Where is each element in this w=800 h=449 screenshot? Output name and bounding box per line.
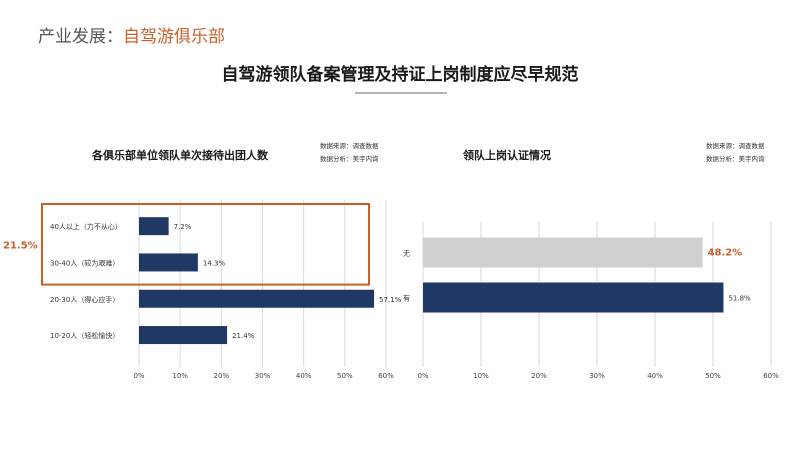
- right-tick-label: 50%: [705, 372, 721, 380]
- right-bar: [423, 237, 703, 268]
- left-chart-title: 各俱乐部单位领队单次接待出团人数: [92, 149, 268, 162]
- left-chart-source: 数据来源：调查数据 数据分析：美宇内询: [320, 140, 379, 166]
- left-tick-label: 60%: [378, 372, 394, 380]
- right-tick-label: 0%: [417, 372, 428, 380]
- left-chart-analysis-line: 数据分析：美宇内询: [320, 155, 379, 163]
- right-tick-label: 20%: [531, 372, 547, 380]
- left-bar: [139, 289, 375, 308]
- title-divider: [355, 92, 447, 94]
- right-chart-analysis-line: 数据分析：美宇内询: [706, 155, 765, 163]
- right-chart-source: 数据来源：调查数据 数据分析：美宇内询: [706, 140, 765, 166]
- left-chart-source-line: 数据来源：调查数据: [320, 142, 379, 150]
- right-chart-source-line: 数据来源：调查数据: [706, 142, 765, 150]
- left-tick-label: 10%: [172, 372, 188, 380]
- right-tick-label: 10%: [473, 372, 489, 380]
- left-bar: [139, 217, 169, 236]
- right-tick-label: 60%: [763, 372, 779, 380]
- left-category-label: 20-30人（得心应手）: [50, 295, 119, 304]
- left-tick-label: 30%: [255, 372, 271, 380]
- right-tick-label: 40%: [647, 372, 663, 380]
- right-tick-label: 30%: [589, 372, 605, 380]
- right-category-label: 无: [403, 250, 410, 258]
- right-bar: [423, 282, 724, 313]
- left-category-label: 30-40人（较为艰难）: [50, 258, 119, 267]
- right-value-label: 48.2%: [708, 248, 743, 259]
- section-header: 产业发展：自驾游俱乐部: [38, 22, 225, 47]
- left-category-label: 10-20人（轻松愉快）: [50, 331, 119, 340]
- left-value-label: 7.2%: [174, 223, 192, 231]
- left-bar: [139, 326, 228, 345]
- left-tick-label: 50%: [337, 372, 353, 380]
- left-bar: [139, 253, 198, 272]
- right-category-label: 有: [403, 294, 410, 303]
- section-header-prefix: 产业发展：: [38, 27, 123, 47]
- right-value-label: 51.8%: [728, 295, 751, 303]
- left-callout-label: 21.5%: [3, 240, 38, 251]
- left-value-label: 21.4%: [232, 332, 255, 340]
- left-category-label: 40人以上（力不从心）: [50, 222, 122, 231]
- page-title: 自驾游领队备案管理及持证上岗制度应尽早规范: [221, 65, 579, 85]
- left-tick-label: 0%: [133, 372, 144, 380]
- section-header-highlight: 自驾游俱乐部: [123, 27, 225, 47]
- left-value-label: 57.1%: [379, 296, 402, 304]
- right-chart-title: 领队上岗认证情况: [463, 149, 551, 162]
- left-callout-box: [41, 203, 370, 286]
- left-tick-label: 40%: [296, 372, 312, 380]
- left-tick-label: 20%: [214, 372, 230, 380]
- left-value-label: 14.3%: [203, 259, 226, 267]
